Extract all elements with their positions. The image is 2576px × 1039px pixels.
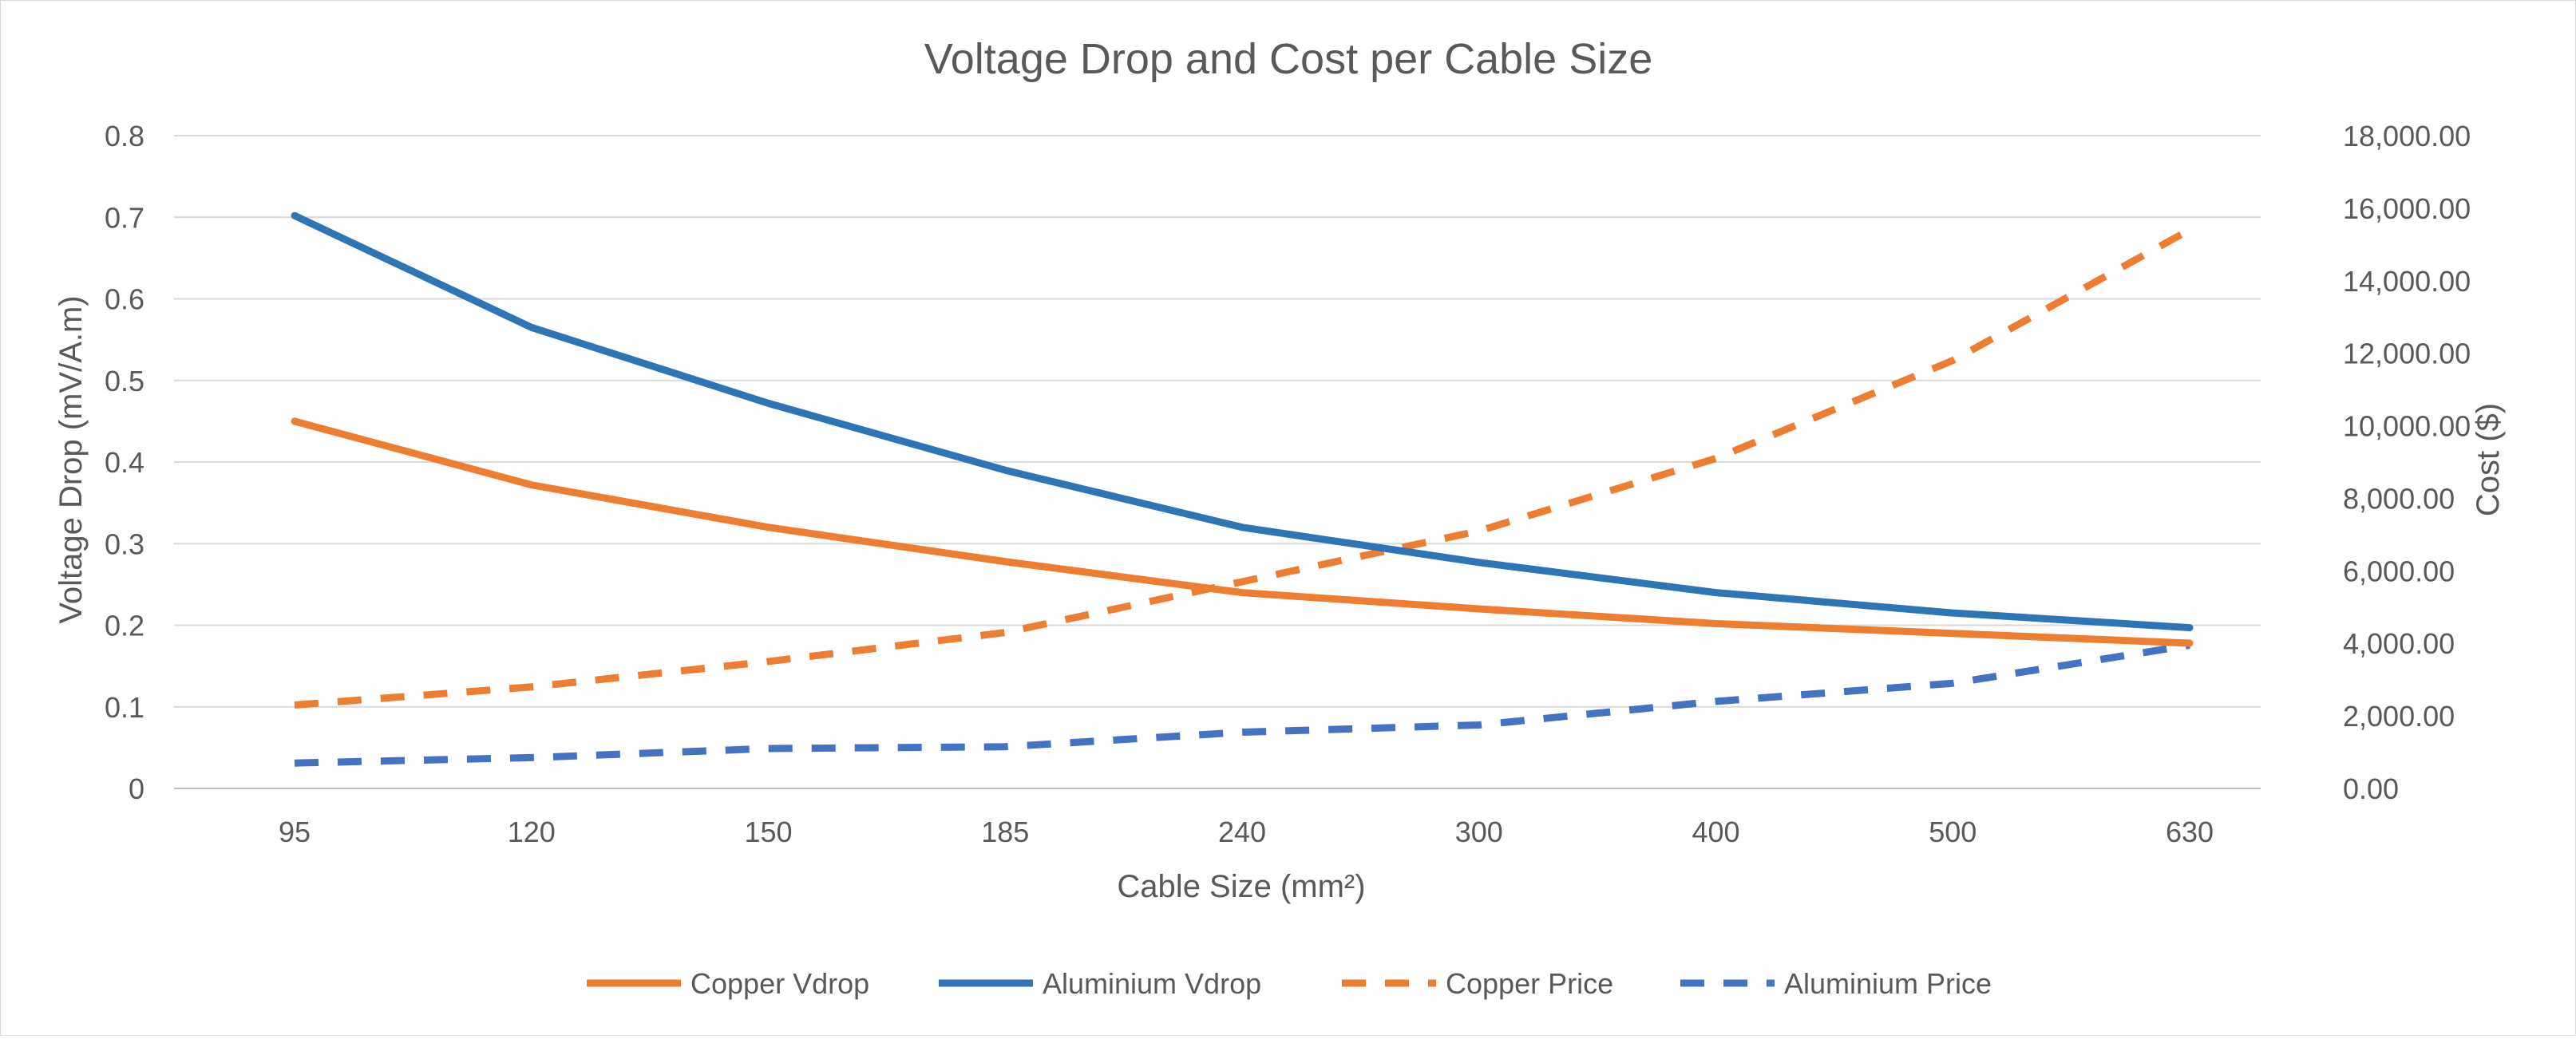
y2-tick-label: 12,000.00	[2343, 338, 2471, 370]
y2-tick-label: 6,000.00	[2343, 555, 2455, 587]
y-tick-label: 0.4	[105, 446, 144, 479]
y-tick-label: 0.5	[105, 365, 144, 397]
axes: 0 0.1 0.2 0.3 0.4 0.5 0.6 0.7 0.8 0.00 2,000.00 4,0…	[105, 120, 2471, 848]
y-tick-label: 0.2	[105, 610, 144, 642]
legend: Copper Vdrop Aluminium Vdrop Copper Price A…	[587, 967, 1992, 1000]
gridlines	[174, 135, 2261, 789]
y-tick-label: 0.8	[105, 120, 144, 152]
x-tick-label: 500	[1929, 816, 1977, 848]
y-tick-label: 0.1	[105, 691, 144, 724]
x-tick-label: 240	[1218, 816, 1266, 848]
legend-label: Copper Vdrop	[690, 967, 869, 1000]
y2-tick-label: 4,000.00	[2343, 627, 2455, 660]
x-tick-label: 630	[2166, 816, 2214, 848]
x-tick-label: 120	[508, 816, 556, 848]
y2-tick-label: 10,000.00	[2343, 410, 2471, 443]
legend-label: Copper Price	[1446, 967, 1613, 1000]
y-tick-label: 0	[129, 772, 144, 805]
x-tick-label: 300	[1455, 816, 1503, 848]
y2-tick-label: 18,000.00	[2343, 120, 2471, 152]
y2-tick-label: 8,000.00	[2343, 482, 2455, 515]
legend-label: Aluminium Vdrop	[1043, 967, 1261, 1000]
copper-vdrop-line	[291, 417, 2194, 647]
y-tick-label: 0.6	[105, 283, 144, 316]
x-tick-label: 400	[1692, 816, 1739, 848]
legend-item: Aluminium Vdrop	[939, 967, 1261, 1000]
y2-tick-label: 14,000.00	[2343, 265, 2471, 298]
y2-tick-label: 0.00	[2343, 772, 2399, 805]
x-tick-label: 150	[744, 816, 792, 848]
chart-title: Voltage Drop and Cost per Cable Size	[924, 35, 1653, 83]
legend-label: Aluminium Price	[1784, 967, 1992, 1000]
aluminium-price-line	[294, 642, 2190, 767]
copper-price-line	[294, 227, 2192, 709]
x-tick-label: 185	[981, 816, 1029, 848]
y-tick-label: 0.7	[105, 201, 144, 234]
y-tick-label: 0.3	[105, 527, 144, 560]
y2-axis-title: Cost ($)	[2471, 403, 2506, 516]
aluminium-vdrop-line	[291, 211, 2194, 632]
y2-tick-label: 16,000.00	[2343, 192, 2471, 225]
series-lines	[291, 211, 2194, 767]
legend-item: Copper Price	[1342, 967, 1613, 1000]
y2-tick-label: 2,000.00	[2343, 700, 2455, 733]
legend-item: Aluminium Price	[1680, 967, 1992, 1000]
x-tick-label: 95	[279, 816, 311, 848]
y-axis-title: Voltage Drop (mV/A.m)	[53, 295, 89, 623]
legend-item: Copper Vdrop	[587, 967, 869, 1000]
x-axis-title: Cable Size (mm²)	[1117, 869, 1365, 904]
